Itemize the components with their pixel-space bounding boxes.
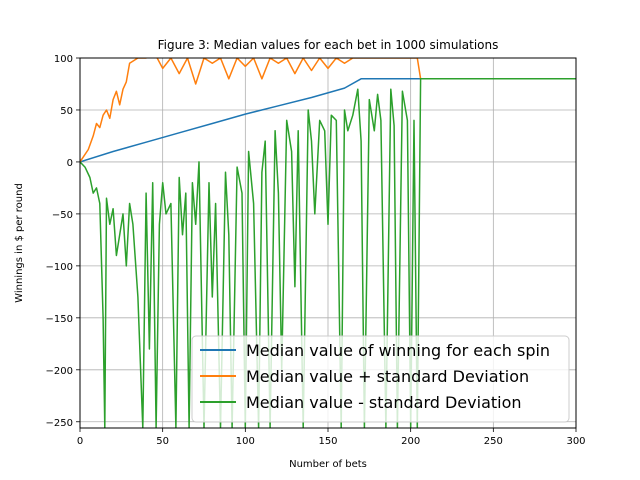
y-tick-label: 50 (60, 106, 73, 117)
y-tick-label: −150 (46, 314, 73, 325)
x-axis-label: Number of bets (289, 459, 367, 470)
x-tick-label: 300 (566, 436, 585, 447)
legend-box (191, 335, 570, 423)
tick-layer: 0 50 100 150 200 250 300 100 50 0 −50 −100 −150 −200 −… (46, 54, 586, 447)
y-tick-label: −200 (46, 366, 73, 377)
y-tick-label: −250 (46, 418, 73, 429)
legend-label-series-0: Median value of winning for each spin (246, 341, 550, 360)
series-line-1 (80, 58, 576, 163)
series-line-2 (80, 78, 576, 428)
y-tick-label: 0 (67, 158, 73, 169)
y-axis-label: Winnings in $ per round (14, 183, 25, 303)
y-tick-label: −50 (52, 210, 73, 221)
legend-label-series-2: Median value - standard Deviation (246, 393, 522, 412)
y-tick-label: −100 (46, 262, 73, 273)
legend-label-series-1: Median value + standard Deviation (246, 367, 529, 386)
x-tick-label: 100 (236, 436, 255, 447)
chart-title: Figure 3: Median values for each bet in … (158, 38, 499, 52)
x-tick-label: 250 (484, 436, 503, 447)
legend: Median value of winning for each spin Me… (191, 335, 570, 423)
y-tick-label: 100 (54, 54, 73, 65)
x-tick-label: 50 (156, 436, 169, 447)
x-tick-label: 0 (77, 436, 83, 447)
x-tick-label: 150 (318, 436, 337, 447)
x-tick-label: 200 (401, 436, 420, 447)
series-layer (80, 58, 576, 428)
